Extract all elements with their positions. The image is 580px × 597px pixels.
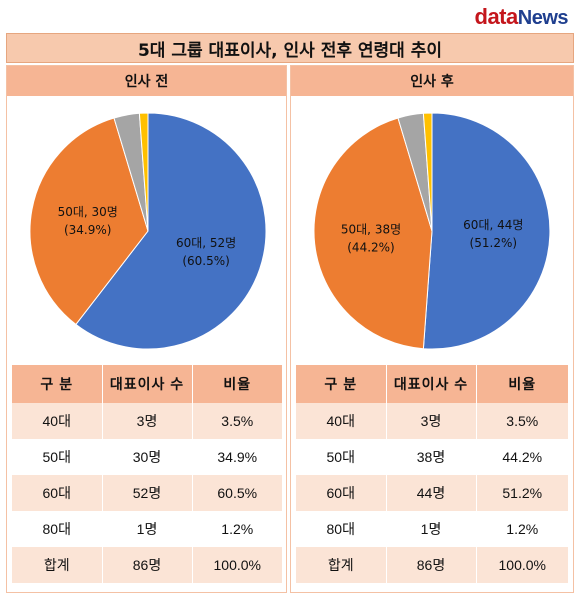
data-label-60s-percent: (51.2%): [470, 236, 517, 250]
table-cell: 80대: [12, 511, 102, 547]
table-cell: 86명: [385, 547, 476, 583]
table-header-row: 구 분 대표이사 수 비율: [12, 365, 282, 403]
data-label-60s-count: 60대, 44명: [463, 218, 523, 232]
table-cell: 52명: [101, 475, 192, 511]
table-cell: 34.9%: [191, 439, 282, 475]
pie-slice-80s: [422, 112, 433, 232]
table-cell: 44.2%: [475, 439, 568, 475]
table-cell: 38명: [385, 439, 476, 475]
table-row: 40대 3명 3.5%: [12, 403, 282, 439]
header-cell: 비율: [191, 365, 282, 403]
pie-slice-50s: [313, 117, 433, 350]
table-row: 60대 52명 60.5%: [12, 475, 282, 511]
table-cell: 3.5%: [191, 403, 282, 439]
pie-slice-50s: [29, 117, 149, 326]
table-cell: 51.2%: [475, 475, 568, 511]
table-row: 40대 3명 3.5%: [296, 403, 568, 439]
header-cell: 구 분: [12, 365, 102, 403]
table-cell: 3명: [101, 403, 192, 439]
data-label-50s-percent: (34.9%): [64, 223, 111, 237]
table-cell: 40대: [296, 403, 386, 439]
data-label-50s-percent: (44.2%): [347, 241, 394, 255]
pie-chart-after: 50대, 38명 (44.2%) 60대, 44명 (51.2%): [313, 112, 551, 350]
table-cell: 60.5%: [191, 475, 282, 511]
datanews-logo: data News: [475, 4, 569, 30]
table-cell: 1명: [385, 511, 476, 547]
table-header-row: 구 분 대표이사 수 비율: [296, 365, 568, 403]
table-after: 구 분 대표이사 수 비율 40대 3명 3.5% 50대 38명 44.2% 60대 44명 51.…: [296, 365, 568, 583]
panel-before-title: 인사 전: [124, 74, 169, 90]
panel-before-header: 인사 전: [7, 66, 286, 96]
table-cell: 100.0%: [191, 547, 282, 583]
header-cell: 비율: [475, 365, 568, 403]
table-cell: 86명: [101, 547, 192, 583]
table-row: 80대 1명 1.2%: [296, 511, 568, 547]
table-cell: 80대: [296, 511, 386, 547]
table-cell: 1.2%: [475, 511, 568, 547]
table-cell: 30명: [101, 439, 192, 475]
pie-slice-60s: [75, 112, 267, 350]
header-cell: 대표이사 수: [385, 365, 476, 403]
logo-text-data: data: [474, 4, 519, 29]
table-cell: 3.5%: [475, 403, 568, 439]
pie-slice-80s: [138, 112, 149, 232]
table-row: 합계 86명 100.0%: [296, 547, 568, 583]
table-cell: 60대: [12, 475, 102, 511]
pie-slice-60s: [422, 112, 551, 350]
table-cell: 1명: [101, 511, 192, 547]
table-row: 50대 30명 34.9%: [12, 439, 282, 475]
table-row: 합계 86명 100.0%: [12, 547, 282, 583]
table-cell: 100.0%: [475, 547, 568, 583]
header-cell: 대표이사 수: [101, 365, 192, 403]
table-cell: 50대: [296, 439, 386, 475]
table-row: 80대 1명 1.2%: [12, 511, 282, 547]
panel-after-title: 인사 후: [410, 74, 454, 90]
logo-text-news: News: [517, 7, 569, 29]
table-cell: 50대: [12, 439, 102, 475]
table-cell: 44명: [385, 475, 476, 511]
table-before: 구 분 대표이사 수 비율 40대 3명 3.5% 50대 30명 34.9% 60대 52명 60.…: [12, 365, 282, 583]
table-row: 60대 44명 51.2%: [296, 475, 568, 511]
table-cell: 합계: [12, 547, 102, 583]
data-label-50s-count: 50대, 30명: [58, 205, 118, 219]
table-cell: 60대: [296, 475, 386, 511]
table-cell: 합계: [296, 547, 386, 583]
chart-title: 5대 그룹 대표이사, 인사 전후 연령대 추이: [137, 40, 443, 61]
data-label-60s-count: 60대, 52명: [176, 236, 236, 250]
panel-after-header: 인사 후: [291, 66, 573, 96]
data-label-50s-count: 50대, 38명: [341, 223, 401, 237]
table-cell: 40대: [12, 403, 102, 439]
table-row: 50대 38명 44.2%: [296, 439, 568, 475]
header-cell: 구 분: [296, 365, 386, 403]
table-cell: 1.2%: [191, 511, 282, 547]
data-label-60s-percent: (60.5%): [182, 254, 229, 268]
table-cell: 3명: [385, 403, 476, 439]
chart-title-bar: 5대 그룹 대표이사, 인사 전후 연령대 추이: [6, 33, 574, 63]
pie-chart-before: 50대, 30명 (34.9%) 60대, 52명 (60.5%): [29, 112, 267, 350]
